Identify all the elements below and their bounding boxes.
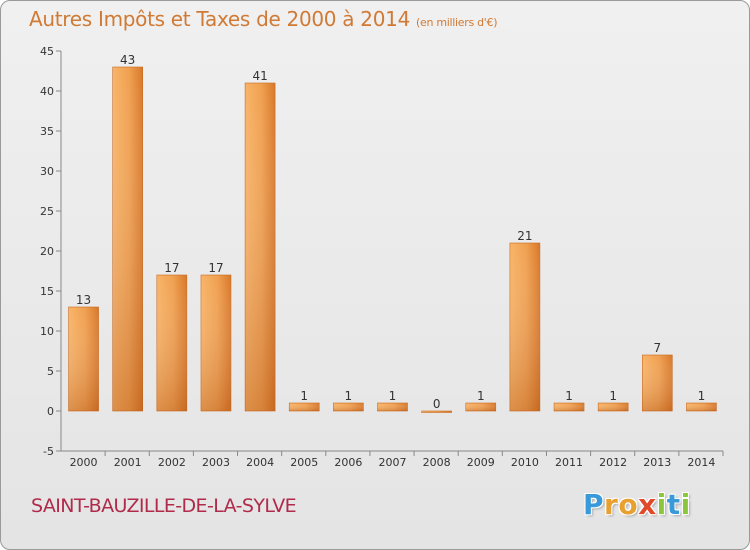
x-tick-label: 2001 (114, 456, 142, 469)
proxiti-logo: Proxiti (583, 488, 691, 521)
bar-shade (333, 403, 364, 411)
data-label: 17 (208, 261, 223, 275)
bar-shade (245, 83, 276, 411)
x-tick-label: 2011 (555, 456, 583, 469)
y-tick-label: 5 (47, 365, 54, 378)
bar-shade (642, 355, 673, 411)
y-tick-label: 10 (40, 325, 54, 338)
x-tick-label: 2006 (334, 456, 362, 469)
y-tick-label: -5 (43, 445, 54, 458)
x-tick-label: 2004 (246, 456, 274, 469)
data-label: 13 (76, 293, 91, 307)
x-tick-label: 2009 (467, 456, 495, 469)
bars (68, 66, 717, 413)
chart-unit: (en milliers d'€) (416, 16, 498, 29)
bar-shade (156, 275, 187, 411)
logo-letter: r (604, 488, 619, 521)
bar-shade (68, 307, 99, 411)
x-tick-label: 2007 (379, 456, 407, 469)
bar-shade (554, 403, 585, 411)
commune-name: SAINT-BAUZILLE-DE-LA-SYLVE (31, 495, 297, 517)
data-label: 1 (300, 389, 308, 403)
y-tick-label: 25 (40, 205, 54, 218)
x-tick-label: 2008 (423, 456, 451, 469)
x-tick-label: 2012 (599, 456, 627, 469)
logo-letter: o (618, 488, 639, 521)
data-label: 43 (120, 53, 135, 67)
x-tick-label: 2013 (643, 456, 671, 469)
bar-shade (200, 275, 231, 411)
data-label: 17 (164, 261, 179, 275)
x-tick-label: 2002 (158, 456, 186, 469)
bar-shade (509, 243, 540, 411)
y-tick-label: 45 (40, 45, 54, 58)
x-tick-label: 2003 (202, 456, 230, 469)
bar-shade (289, 403, 320, 411)
chart-title-text: Autres Impôts et Taxes de 2000 à 2014 (29, 7, 410, 31)
x-tick-label: 2010 (511, 456, 539, 469)
logo-letter: x (638, 488, 657, 521)
data-label: 7 (653, 341, 661, 355)
data-label: 41 (252, 69, 267, 83)
data-label: 1 (389, 389, 397, 403)
logo-letter: t (666, 488, 681, 521)
data-label: 1 (698, 389, 706, 403)
logo-letter: i (680, 488, 691, 521)
data-label: 1 (565, 389, 573, 403)
data-label: 1 (609, 389, 617, 403)
y-tick-label: 30 (40, 165, 54, 178)
x-tick-label: 2005 (290, 456, 318, 469)
bar-shade (377, 403, 408, 411)
data-label: 1 (477, 389, 485, 403)
y-tick-label: 40 (40, 85, 54, 98)
y-tick-label: 35 (40, 125, 54, 138)
data-label: 1 (345, 389, 353, 403)
logo-letter: i (656, 488, 667, 521)
x-tick-label: 2014 (687, 456, 715, 469)
bar (421, 410, 452, 413)
bar-shade (598, 403, 629, 411)
x-tick-label: 2000 (70, 456, 98, 469)
data-label: 0 (433, 397, 441, 411)
chart-title: Autres Impôts et Taxes de 2000 à 2014 (en… (29, 7, 497, 31)
y-tick-label: 20 (40, 245, 54, 258)
y-tick-label: 0 (47, 405, 54, 418)
logo-letter: P (583, 488, 605, 521)
data-label: 21 (517, 229, 532, 243)
bar-shade (112, 67, 143, 411)
bar-shade (465, 403, 496, 411)
y-tick-label: 15 (40, 285, 54, 298)
bar-shade (686, 403, 717, 411)
